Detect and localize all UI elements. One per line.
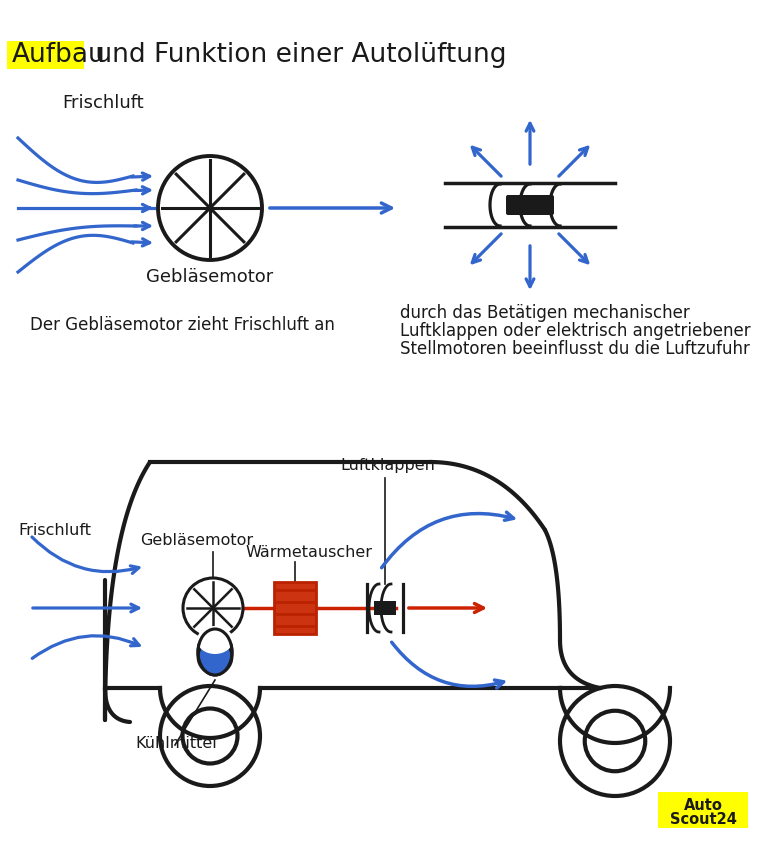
- Text: Gebläsemotor: Gebläsemotor: [147, 268, 273, 286]
- Text: Luftklappen oder elektrisch angetriebener: Luftklappen oder elektrisch angetriebene…: [400, 322, 750, 340]
- FancyBboxPatch shape: [506, 195, 554, 215]
- Text: Luftklappen: Luftklappen: [340, 458, 435, 473]
- Text: Gebläsemotor: Gebläsemotor: [140, 533, 253, 548]
- Text: Der Gebläsemotor zieht Frischluft an: Der Gebläsemotor zieht Frischluft an: [30, 316, 335, 334]
- FancyBboxPatch shape: [274, 582, 316, 634]
- Text: Frischluft: Frischluft: [18, 523, 91, 538]
- Ellipse shape: [197, 626, 233, 654]
- FancyBboxPatch shape: [658, 792, 748, 828]
- Ellipse shape: [199, 644, 231, 676]
- FancyBboxPatch shape: [7, 41, 84, 69]
- Text: Stellmotoren beeinflusst du die Luftzufuhr: Stellmotoren beeinflusst du die Luftzufu…: [400, 340, 750, 358]
- Text: Aufbau: Aufbau: [12, 42, 106, 68]
- Text: Auto: Auto: [684, 798, 723, 813]
- Ellipse shape: [198, 640, 232, 674]
- Text: und Funktion einer Autolüftung: und Funktion einer Autolüftung: [87, 42, 507, 68]
- Text: Scout24: Scout24: [670, 811, 737, 826]
- FancyBboxPatch shape: [374, 601, 396, 615]
- Text: Wärmetauscher: Wärmetauscher: [245, 545, 372, 560]
- Text: Kühlmittel: Kühlmittel: [135, 736, 217, 751]
- Text: Frischluft: Frischluft: [62, 94, 144, 112]
- Text: durch das Betätigen mechanischer: durch das Betätigen mechanischer: [400, 304, 690, 322]
